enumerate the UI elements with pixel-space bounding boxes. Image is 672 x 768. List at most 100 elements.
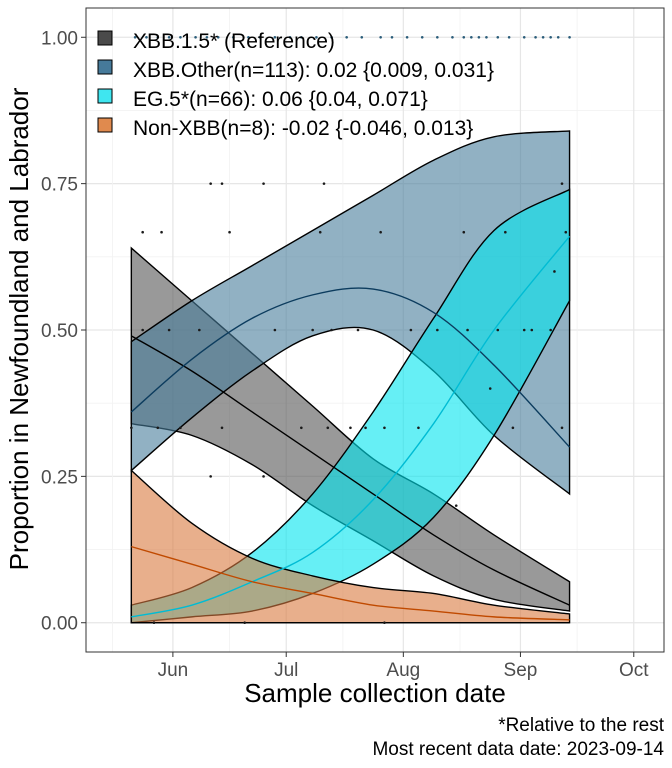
data-point-top [470,35,473,39]
observed-points [130,35,571,625]
data-point [356,328,360,332]
data-point-top [462,35,466,39]
data-point-top [345,35,348,39]
data-point [504,230,507,234]
data-point-top [315,35,318,39]
data-point-top [568,35,571,39]
x-tick-label: Sep [504,660,538,681]
data-point [300,426,303,430]
data-point [179,426,182,430]
x-tick-label: Jun [158,660,189,681]
data-point-top [360,35,364,39]
data-point-top [258,35,262,39]
caption-recent-date: Most recent data date: 2023-09-14 [372,739,664,760]
data-point-top [496,35,500,39]
data-point-top [247,35,250,39]
legend-label: Non-XBB(n=8): -0.02 {-0.046, 0.013} [133,117,473,140]
data-point-top [485,35,488,39]
series-lines [130,235,571,624]
data-point [141,328,144,332]
data-point [462,230,466,234]
data-point [530,328,534,332]
data-point [417,426,420,430]
data-point [228,230,231,234]
legend-key [97,30,113,46]
data-point [322,182,326,185]
data-point [511,426,515,430]
data-point-top [534,35,537,39]
data-point [488,387,492,390]
data-point-top [556,35,560,39]
data-point-top [133,35,137,39]
data-point-top [541,35,545,39]
data-point-top [330,35,333,39]
data-point [379,230,382,234]
data-point-top [451,35,454,39]
data-point [564,230,568,234]
data-point [311,328,314,332]
mean-line-series-3 [131,545,570,621]
data-point-top [232,35,235,39]
data-point-top [205,35,209,39]
band-series-0 [130,246,571,612]
data-point [349,426,352,430]
data-point [560,426,564,430]
data-point [364,426,367,430]
data-point [209,475,212,478]
data-point [466,328,469,332]
data-point [560,182,564,185]
legend-key [97,59,113,75]
x-axis-title: Sample collection date [244,678,506,708]
data-point [522,328,526,332]
data-point [330,328,333,332]
legend-label: XBB.1.5* (Reference) [133,30,335,53]
mean-line-series-2 [131,235,571,618]
y-tick-label: 0.25 [41,467,78,488]
data-point [454,504,458,507]
data-point-top [405,35,409,39]
y-tick-label: 0.00 [41,614,78,635]
band-series-1 [130,130,571,496]
mean-line-series-1 [130,287,571,448]
data-point-top [167,35,171,39]
data-point-top [300,35,303,39]
data-point-top [216,35,220,39]
data-point [141,230,144,234]
data-point-top [179,35,182,39]
data-point [409,328,413,332]
data-point-top [477,35,481,39]
mean-line-series-0 [130,335,570,606]
data-point [152,621,156,625]
data-point [160,230,163,234]
y-tick-label: 0.50 [41,321,78,342]
y-tick-label: 1.00 [41,28,78,49]
legend: XBB.1.5* (Reference) XBB.Other(n=113): 0.… [97,30,494,140]
data-point-top [522,35,526,39]
data-point [156,426,160,430]
data-point-top [194,35,197,39]
data-point-top [288,35,292,39]
legend-key [97,117,113,133]
data-point [243,621,246,625]
legend-label: XBB.Other(n=113): 0.02 {0.009, 0.031} [133,59,494,82]
data-point [198,328,201,332]
data-point-top [436,35,439,39]
x-tick-label: Oct [619,660,649,681]
data-point [209,182,212,185]
data-point-top [507,35,511,39]
data-point [273,328,277,332]
data-point [549,328,552,332]
data-point [553,270,556,273]
data-point [496,328,500,332]
data-point [383,426,386,430]
x-tick-label: Aug [386,660,420,681]
caption-relative: *Relative to the rest [498,715,665,736]
data-point-top [379,35,382,39]
data-point [220,182,224,185]
data-point [220,426,224,430]
data-point-top [145,35,148,39]
data-point [167,328,171,332]
data-point [326,426,330,430]
